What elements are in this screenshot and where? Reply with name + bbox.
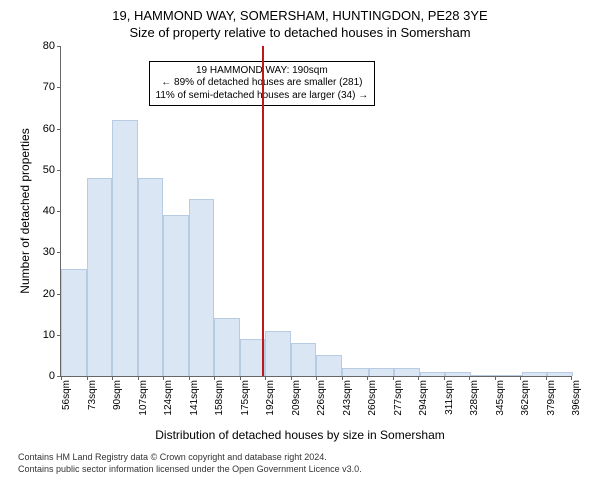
histogram-bar [547, 372, 573, 376]
footer-line1: Contains HM Land Registry data © Crown c… [18, 452, 600, 464]
histogram-bar [496, 375, 522, 376]
y-tick: 70 [43, 81, 61, 93]
y-tick: 40 [43, 205, 61, 217]
y-tick: 10 [43, 329, 61, 341]
y-tick: 60 [43, 123, 61, 135]
chart-title-address: 19, HAMMOND WAY, SOMERSHAM, HUNTINGDON, … [0, 0, 600, 23]
histogram-bar [342, 368, 369, 376]
histogram-bar [163, 215, 189, 376]
histogram-bar [420, 372, 446, 376]
histogram-bar [291, 343, 317, 376]
histogram-bar [214, 318, 240, 376]
y-axis-label: Number of detached properties [18, 128, 32, 293]
y-tick: 0 [49, 370, 61, 382]
histogram-bar [316, 355, 342, 376]
histogram-bar [445, 372, 471, 376]
chart-container: 19, HAMMOND WAY, SOMERSHAM, HUNTINGDON, … [0, 0, 600, 500]
reference-line [262, 46, 264, 376]
x-axis-label: Distribution of detached houses by size … [0, 428, 600, 442]
histogram-bar [189, 199, 215, 376]
footer-line2: Contains public sector information licen… [18, 464, 600, 476]
histogram-bar [265, 331, 291, 376]
y-tick: 30 [43, 246, 61, 258]
histogram-bar [394, 368, 420, 376]
histogram-bar [471, 375, 497, 376]
chart-subtitle: Size of property relative to detached ho… [0, 23, 600, 40]
histogram-bar [138, 178, 164, 376]
histogram-bar [522, 372, 548, 376]
footer: Contains HM Land Registry data © Crown c… [0, 452, 600, 475]
histogram-bar [369, 368, 395, 376]
histogram-bar [87, 178, 113, 376]
histogram-bar [61, 269, 87, 376]
y-tick: 50 [43, 164, 61, 176]
plot-area: 19 HAMMOND WAY: 190sqm ← 89% of detached… [60, 46, 571, 377]
y-tick: 20 [43, 288, 61, 300]
histogram-bar [112, 120, 138, 376]
y-tick: 80 [43, 40, 61, 52]
